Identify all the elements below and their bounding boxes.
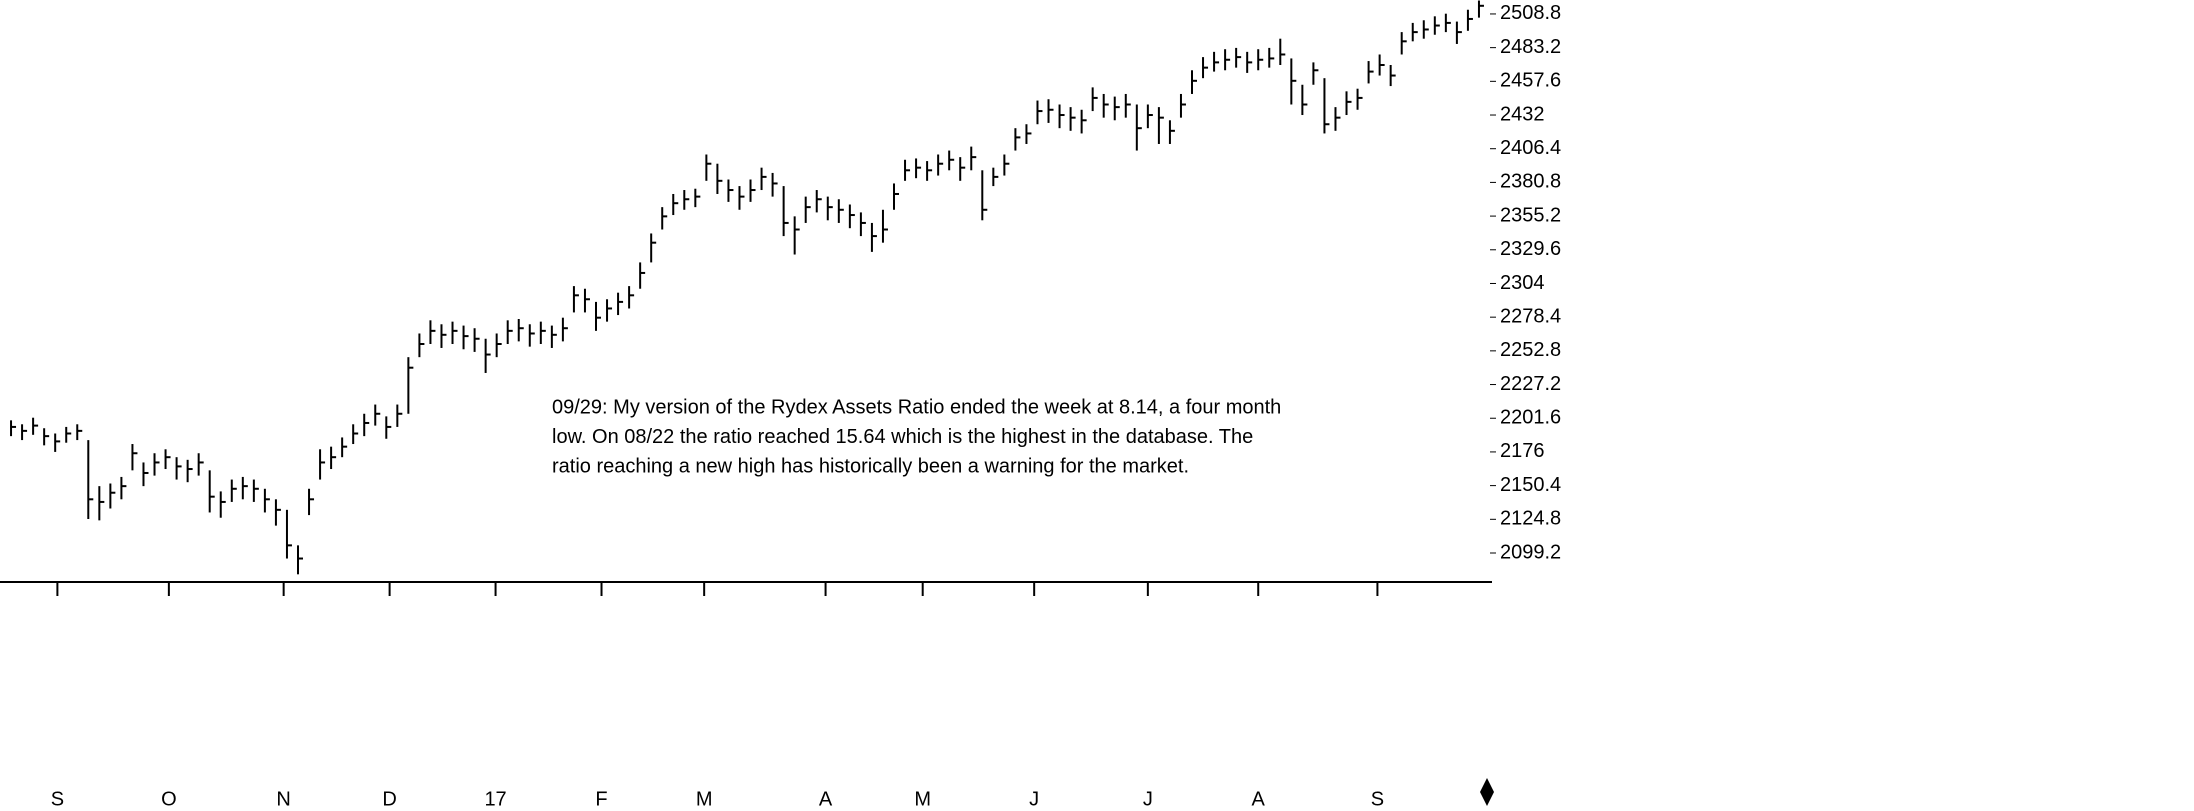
y-tick-label: 2406.4: [1500, 137, 1561, 159]
y-tick-label: 2252.8: [1500, 339, 1561, 361]
annotation-line: 09/29: My version of the Rydex Assets Ra…: [552, 396, 1281, 418]
x-tick-label: S: [51, 788, 64, 810]
y-tick-label: 2483.2: [1500, 36, 1561, 58]
y-tick-label: 2329.6: [1500, 238, 1561, 260]
y-tick-label: 2432: [1500, 103, 1545, 125]
y-tick-label: 2150.4: [1500, 474, 1561, 496]
y-tick-label: 2304: [1500, 272, 1545, 294]
x-tick-label: M: [696, 788, 713, 810]
y-tick-label: 2176: [1500, 440, 1545, 462]
y-tick-label: 2099.2: [1500, 541, 1561, 563]
y-tick-label: 2355.2: [1500, 204, 1561, 226]
annotation-line: ratio reaching a new high has historical…: [552, 455, 1189, 477]
x-tick-label: N: [276, 788, 290, 810]
y-tick-label: 2227.2: [1500, 373, 1561, 395]
y-tick-label: 2278.4: [1500, 305, 1561, 327]
y-tick-label: 2457.6: [1500, 70, 1561, 92]
x-tick-label: S: [1371, 788, 1384, 810]
x-tick-label: D: [382, 788, 396, 810]
x-tick-label: A: [819, 788, 833, 810]
annotation-line: low. On 08/22 the ratio reached 15.64 wh…: [552, 426, 1253, 448]
x-tick-label: A: [1252, 788, 1266, 810]
y-tick-label: 2508.8: [1500, 2, 1561, 24]
y-tick-label: 2380.8: [1500, 171, 1561, 193]
x-tick-label: O: [161, 788, 177, 810]
x-tick-label: M: [914, 788, 931, 810]
x-tick-label: J: [1143, 788, 1153, 810]
y-tick-label: 2124.8: [1500, 508, 1561, 530]
y-tick-label: 2201.6: [1500, 407, 1561, 429]
x-tick-label: J: [1029, 788, 1039, 810]
current-marker: [1480, 778, 1494, 806]
x-tick-label: 17: [484, 788, 506, 810]
x-tick-label: F: [595, 788, 607, 810]
